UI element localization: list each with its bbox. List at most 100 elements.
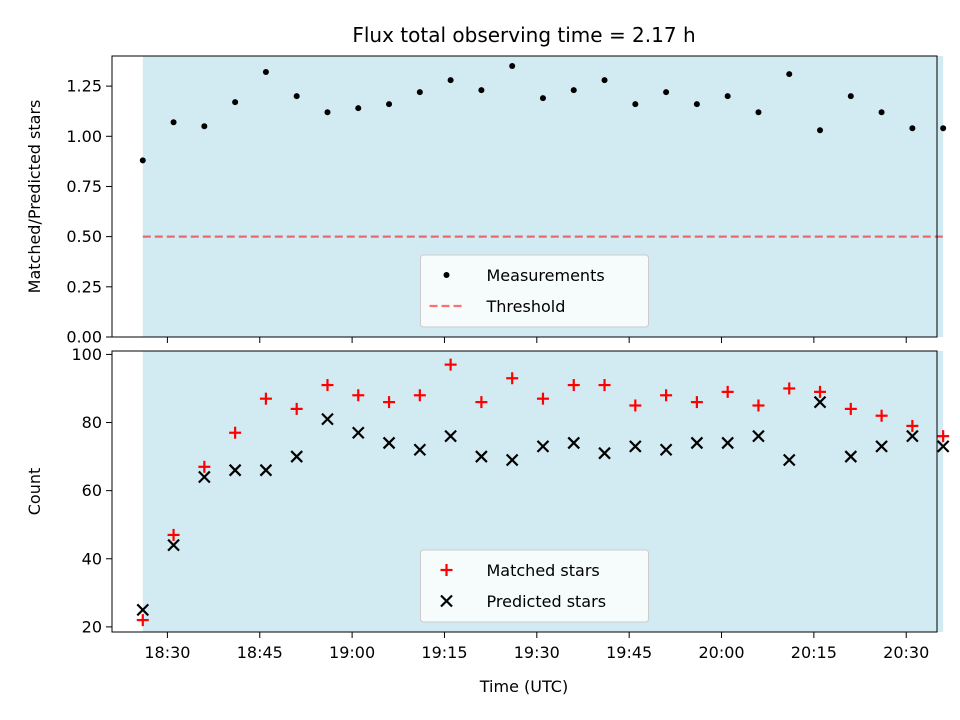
- x-tick-label: 20:00: [698, 643, 744, 662]
- measurement-point: [478, 87, 485, 94]
- legend-marker: [443, 272, 450, 278]
- predicted-point: [844, 450, 858, 463]
- measurement-point: [201, 123, 208, 130]
- predicted-point-d2: [228, 463, 242, 477]
- measurement-point: [755, 109, 762, 116]
- y-tick-label: 0.25: [66, 277, 102, 296]
- y-tick-label: 20: [82, 617, 102, 636]
- legend-label: Measurements: [487, 266, 605, 285]
- predicted-point: [382, 436, 396, 450]
- matched-point: [259, 392, 272, 405]
- matched-point: [690, 396, 703, 409]
- x-tick-label: 18:45: [237, 643, 283, 662]
- panel-1: 0.00 0.25 0.50 0.75 1.00 1.25 Matched/Predicte…: [25, 55, 947, 347]
- legend-marker: [440, 594, 453, 608]
- matched-point: [844, 402, 857, 415]
- predicted-point: [875, 440, 888, 453]
- measurement-point: [355, 105, 362, 112]
- predicted-point-d2: [844, 450, 858, 463]
- panels: 0.00 0.25 0.50 0.75 1.00 1.25 Matched/Predicte…: [25, 55, 950, 662]
- matched-point: [413, 389, 426, 402]
- predicted-point: [567, 436, 581, 450]
- predicted-point: [598, 446, 611, 460]
- predicted-point: [198, 470, 211, 484]
- measurement-point: [878, 109, 885, 116]
- measurement-point: [324, 109, 331, 116]
- measurement-point: [386, 101, 393, 108]
- predicted-point: [813, 395, 827, 409]
- y-axis-label: Matched/Predicted stars: [25, 100, 44, 294]
- predicted-point: [351, 426, 365, 440]
- y-tick-label: 0.00: [66, 328, 102, 347]
- matched-point: [783, 382, 796, 395]
- measurement-point: [170, 119, 177, 126]
- predicted-point-d2: [167, 538, 180, 552]
- series-matched-stars: [136, 358, 950, 627]
- predicted-point: [782, 453, 796, 467]
- predicted-point-d2: [290, 450, 303, 463]
- predicted-point: [629, 440, 642, 453]
- matched-point: [506, 372, 519, 385]
- measurement-point: [416, 89, 423, 96]
- predicted-point: [413, 443, 427, 457]
- matched-point: [875, 409, 888, 422]
- predicted-point: [167, 538, 180, 552]
- x-tick-label: 19:00: [329, 643, 375, 662]
- measurement-point: [817, 127, 824, 134]
- predicted-point-d2: [752, 429, 765, 443]
- measurement-point: [262, 69, 269, 76]
- predicted-point-d2: [598, 446, 611, 460]
- legend: Matched stars Predicted stars: [420, 549, 649, 623]
- predicted-point-d2: [475, 450, 488, 463]
- predicted-point-d2: [444, 429, 457, 443]
- x-axis-label: Time (UTC): [479, 677, 568, 696]
- matched-point: [229, 426, 242, 439]
- y-tick-label: 1.25: [66, 77, 102, 96]
- x-tick-label: 19:30: [514, 643, 560, 662]
- predicted-point-d2: [782, 453, 796, 467]
- predicted-point-d2: [136, 603, 150, 617]
- predicted-point: [228, 463, 242, 477]
- legend-box: [420, 254, 649, 328]
- predicted-point: [752, 429, 765, 443]
- predicted-point-d2: [321, 412, 334, 426]
- measurement-point: [447, 77, 454, 84]
- legend-label: Threshold: [486, 297, 566, 316]
- measurement-point: [539, 95, 546, 102]
- y-tick-label: 100: [71, 345, 102, 364]
- x-tick-label: 20:15: [791, 643, 837, 662]
- y-tick-label: 1.00: [66, 127, 102, 146]
- plot-frame: [111, 350, 938, 633]
- matched-point: [136, 614, 149, 627]
- matched-point: [290, 402, 303, 415]
- legend-box: [420, 549, 649, 623]
- measurement-point: [232, 99, 239, 106]
- x-tick-label: 19:15: [421, 643, 467, 662]
- matched-point: [352, 389, 365, 402]
- legend: Measurements Threshold: [420, 254, 649, 328]
- predicted-point: [475, 450, 488, 463]
- measurement-point: [601, 77, 608, 84]
- series-predicted-stars: [136, 395, 950, 617]
- predicted-point: [721, 436, 734, 450]
- matched-point: [721, 385, 734, 398]
- matched-point: [536, 392, 549, 405]
- measurement-point: [570, 87, 577, 94]
- predicted-point-d2: [936, 440, 950, 453]
- predicted-point: [444, 429, 457, 443]
- matched-point: [629, 399, 642, 412]
- y-tick-label: 0.75: [66, 177, 102, 196]
- measurement-point: [663, 89, 670, 96]
- predicted-point: [259, 463, 273, 477]
- plot-frame: [111, 55, 938, 338]
- predicted-point: [659, 443, 673, 457]
- measurement-point: [847, 93, 854, 100]
- x-tick-label: 20:30: [883, 643, 929, 662]
- matched-point: [475, 396, 488, 409]
- predicted-point: [136, 603, 150, 617]
- matched-point: [444, 358, 457, 371]
- measurement-point: [293, 93, 300, 100]
- y-tick-label: 40: [82, 549, 102, 568]
- matched-point: [906, 419, 919, 432]
- matched-point: [567, 379, 580, 392]
